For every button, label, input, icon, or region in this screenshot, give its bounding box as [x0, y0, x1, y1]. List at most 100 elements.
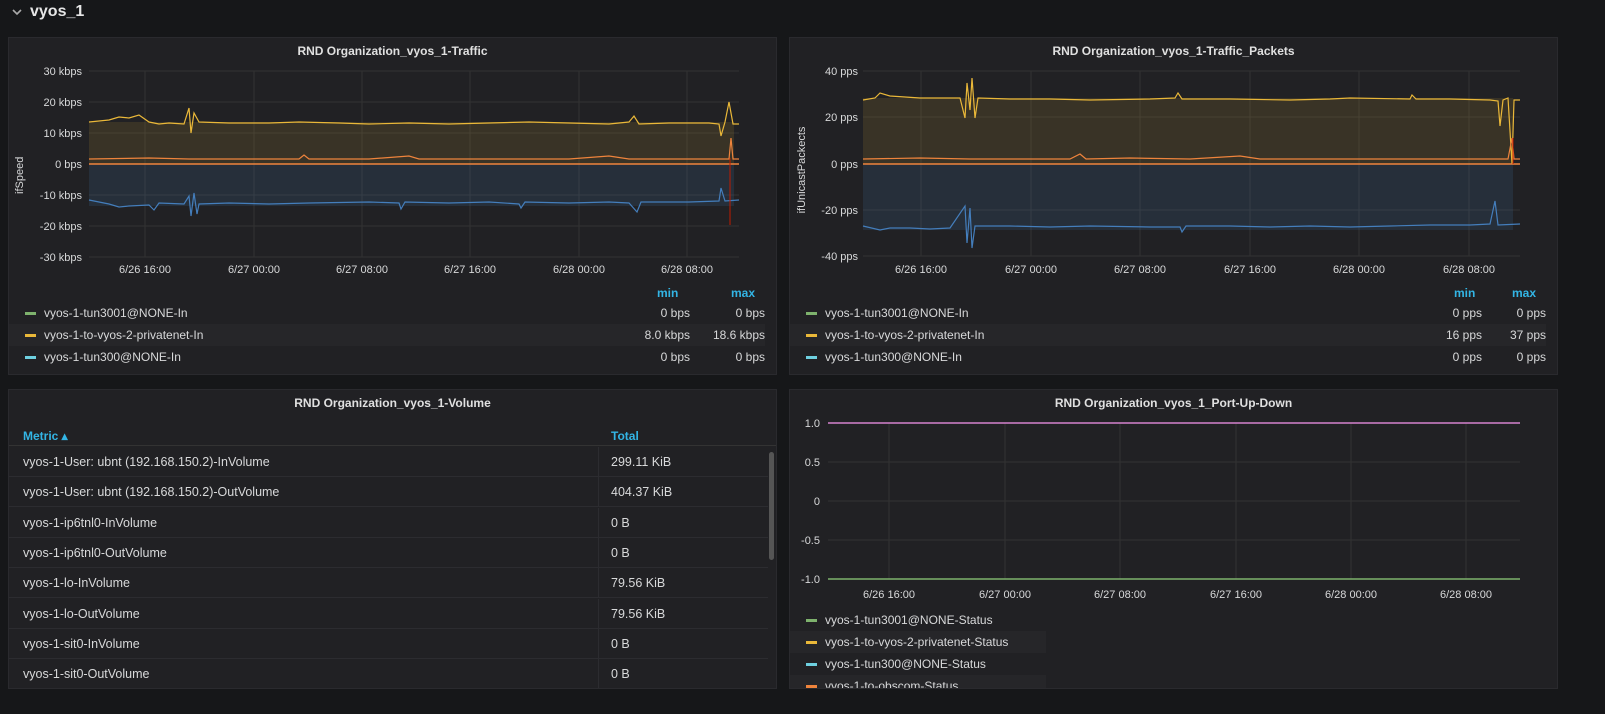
- total-cell: 299.11 KiB: [611, 455, 672, 469]
- scrollbar[interactable]: [769, 452, 774, 560]
- x-tick: 6/26 16:00: [895, 264, 947, 276]
- x-tick: 6/27 00:00: [1005, 264, 1057, 276]
- packets-panel: RND Organization_vyos_1-Traffic_Packets …: [789, 37, 1558, 375]
- panel-title[interactable]: RND Organization_vyos_1-Volume: [294, 396, 491, 410]
- legend-swatch: [806, 618, 817, 622]
- traffic-chart[interactable]: 30 kbps 20 kbps 10 kbps 0 bps -10 kbps -…: [9, 38, 778, 278]
- legend-swatch: [806, 333, 817, 337]
- x-tick: 6/26 16:00: [863, 589, 915, 601]
- table-row[interactable]: vyos-1-sit0-OutVolume 0 B: [9, 659, 768, 688]
- total-cell: 0 B: [611, 636, 630, 651]
- legend-max-header[interactable]: max: [1512, 286, 1537, 300]
- column-header-metric[interactable]: Metric ▴: [23, 429, 68, 443]
- y-tick: 20 pps: [825, 112, 859, 124]
- legend-item[interactable]: vyos-1-to-vyos-2-privatenet-In 16 pps 37…: [790, 324, 1546, 346]
- metric-cell: vyos-1-lo-InVolume: [23, 576, 130, 591]
- y-tick: -40 pps: [821, 251, 858, 263]
- column-divider: [598, 537, 599, 567]
- total-cell: 0 B: [611, 545, 630, 560]
- x-tick: 6/28 08:00: [1440, 589, 1492, 601]
- updown-panel: RND Organization_vyos_1_Port-Up-Down 1.0…: [789, 389, 1558, 689]
- y-tick: -10 kbps: [40, 190, 83, 202]
- column-header-total[interactable]: Total: [611, 429, 639, 443]
- y-tick: -20 kbps: [40, 221, 83, 233]
- total-cell: 79.56 KiB: [611, 576, 666, 591]
- legend-item[interactable]: vyos-1-tun3001@NONE-In 0 bps 0 bps: [9, 302, 765, 324]
- table-row[interactable]: vyos-1-User: ubnt (192.168.150.2)-InVolu…: [9, 447, 768, 477]
- y-tick: 0: [814, 496, 820, 508]
- y-tick: 0 bps: [55, 159, 82, 171]
- table-row[interactable]: vyos-1-lo-OutVolume 79.56 KiB: [9, 598, 768, 629]
- y-tick: 40 pps: [825, 66, 859, 78]
- legend-item[interactable]: vyos-1-tun300@NONE-In 0 pps 0 pps: [790, 346, 1546, 368]
- metric-cell: vyos-1-ip6tnl0-OutVolume: [23, 545, 167, 560]
- x-tick: 6/28 08:00: [661, 264, 713, 276]
- packets-chart[interactable]: 40 pps 20 pps 0 pps -20 pps -40 pps 6/26…: [790, 38, 1559, 278]
- legend-item[interactable]: vyos-1-tun300@NONE-Status: [790, 653, 1046, 675]
- legend-min-header[interactable]: min: [657, 286, 679, 300]
- metric-cell: vyos-1-User: ubnt (192.168.150.2)-InVolu…: [23, 455, 270, 469]
- total-cell: 0 B: [611, 667, 630, 682]
- y-tick: -0.5: [801, 535, 820, 547]
- legend-item[interactable]: vyos-1-to-obscom-Status: [790, 675, 1046, 688]
- column-divider: [598, 659, 599, 688]
- table-row[interactable]: vyos-1-ip6tnl0-OutVolume 0 B: [9, 537, 768, 568]
- x-tick: 6/27 16:00: [1224, 264, 1276, 276]
- y-tick: 20 kbps: [43, 97, 82, 109]
- total-cell: 404.37 KiB: [611, 485, 673, 500]
- x-tick: 6/28 00:00: [1325, 589, 1377, 601]
- legend-min-header[interactable]: min: [1454, 286, 1476, 300]
- legend-item[interactable]: vyos-1-to-vyos-2-privatenet-Status: [790, 631, 1046, 653]
- chevron-down-icon: [12, 9, 22, 16]
- y-tick: -1.0: [801, 574, 820, 586]
- x-tick: 6/28 00:00: [1333, 264, 1385, 276]
- metric-cell: vyos-1-ip6tnl0-InVolume: [23, 515, 158, 530]
- table-row[interactable]: vyos-1-sit0-InVolume 0 B: [9, 628, 768, 659]
- legend-swatch: [806, 662, 817, 666]
- x-tick: 6/28 08:00: [1443, 264, 1495, 276]
- y-tick: 0.5: [805, 457, 820, 469]
- y-tick: 10 kbps: [43, 128, 82, 140]
- legend-item[interactable]: vyos-1-tun3001@NONE-In 0 pps 0 pps: [790, 302, 1546, 324]
- legend-item[interactable]: vyos-1-to-vyos-2-privatenet-In 8.0 kbps …: [9, 324, 765, 346]
- metric-cell: vyos-1-lo-OutVolume: [23, 606, 140, 621]
- legend-max-header[interactable]: max: [731, 286, 756, 300]
- legend-swatch: [25, 355, 36, 359]
- legend-item[interactable]: vyos-1-tun3001@NONE-Status: [790, 609, 1046, 631]
- table-row[interactable]: vyos-1-lo-InVolume 79.56 KiB: [9, 568, 768, 599]
- column-divider: [598, 568, 599, 598]
- y-tick: -20 pps: [821, 205, 858, 217]
- x-tick: 6/27 08:00: [336, 264, 388, 276]
- column-divider: [598, 507, 599, 537]
- panel-title[interactable]: RND Organization_vyos_1_Port-Up-Down: [1054, 396, 1293, 410]
- total-cell: 79.56 KiB: [611, 606, 666, 621]
- legend-swatch: [25, 333, 36, 337]
- column-divider: [598, 598, 599, 628]
- legend-swatch: [806, 355, 817, 359]
- row-header[interactable]: vyos_1: [12, 0, 84, 24]
- volume-panel: RND Organization_vyos_1-Volume Metric ▴ …: [8, 389, 777, 689]
- updown-chart[interactable]: 1.0 0.5 0 -0.5 -1.0 6/26 16:00 6/27 00:0…: [790, 390, 1558, 605]
- x-tick: 6/27 16:00: [444, 264, 496, 276]
- total-cell: 0 B: [611, 515, 630, 530]
- x-tick: 6/27 08:00: [1114, 264, 1166, 276]
- row-title: vyos_1: [30, 3, 85, 20]
- column-divider: [598, 447, 599, 476]
- x-tick: 6/27 00:00: [979, 589, 1031, 601]
- table-row[interactable]: vyos-1-ip6tnl0-InVolume 0 B: [9, 507, 768, 538]
- metric-cell: vyos-1-sit0-InVolume: [23, 636, 140, 651]
- x-tick: 6/28 00:00: [553, 264, 605, 276]
- legend-item[interactable]: vyos-1-tun300@NONE-In 0 bps 0 bps: [9, 346, 765, 368]
- legend-swatch: [806, 311, 817, 315]
- column-divider: [598, 628, 599, 658]
- panel-title[interactable]: RND Organization_vyos_1-Traffic_Packets: [1052, 44, 1295, 58]
- panel-title[interactable]: RND Organization_vyos_1-Traffic: [297, 44, 488, 58]
- legend-swatch: [806, 640, 817, 644]
- table-row[interactable]: vyos-1-User: ubnt (192.168.150.2)-OutVol…: [9, 477, 768, 508]
- metric-cell: vyos-1-sit0-OutVolume: [23, 667, 150, 682]
- table-header: Metric ▴ Total: [9, 426, 776, 446]
- y-tick: -30 kbps: [40, 252, 83, 264]
- column-divider: [598, 477, 599, 507]
- y-tick: 0 pps: [831, 159, 858, 171]
- y-tick: 1.0: [805, 418, 820, 430]
